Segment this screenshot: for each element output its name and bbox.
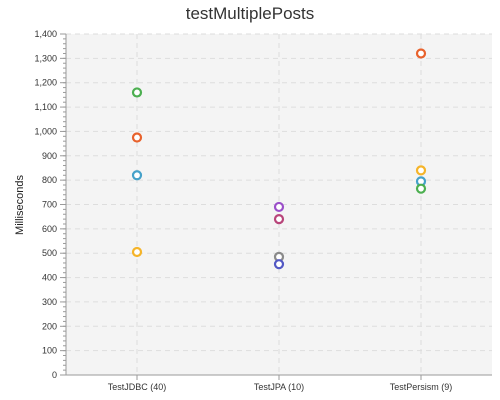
y-tick-label: 1,000 xyxy=(34,126,57,136)
y-tick-label: 1,300 xyxy=(34,53,57,63)
y-tick-label: 300 xyxy=(42,297,57,307)
y-tick-label: 1,100 xyxy=(34,102,57,112)
y-tick-label: 400 xyxy=(42,273,57,283)
data-point xyxy=(273,201,285,213)
y-tick-label: 200 xyxy=(42,321,57,331)
chart-title: testMultiplePosts xyxy=(185,4,315,23)
y-tick-label: 700 xyxy=(42,200,57,210)
data-point xyxy=(415,183,427,194)
data-point xyxy=(415,48,427,59)
data-point xyxy=(131,132,143,143)
data-point xyxy=(273,214,285,225)
y-tick-label: 900 xyxy=(42,151,57,161)
x-tick-label: TestJDBC (40) xyxy=(108,382,167,392)
x-tick-label: TestJPA (10) xyxy=(254,382,304,392)
y-tick-label: 1,200 xyxy=(34,78,57,88)
data-point xyxy=(415,165,427,176)
x-tick-label: TestPersism (9) xyxy=(390,382,453,392)
data-point xyxy=(273,259,285,270)
data-point xyxy=(131,87,143,98)
y-tick-label: 1,400 xyxy=(34,29,57,39)
y-tick-label: 100 xyxy=(42,346,57,356)
data-point xyxy=(131,170,143,181)
data-point xyxy=(131,246,143,258)
y-tick-label: 800 xyxy=(42,175,57,185)
y-tick-label: 600 xyxy=(42,224,57,234)
y-tick-label: 500 xyxy=(42,248,57,258)
y-tick-label: 0 xyxy=(52,370,57,380)
